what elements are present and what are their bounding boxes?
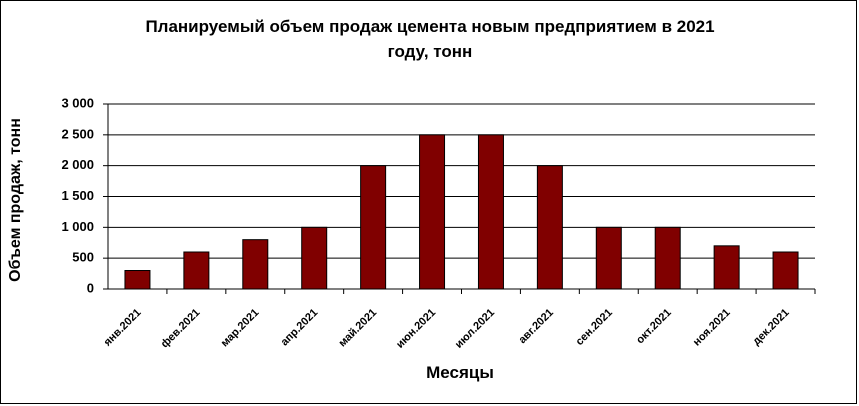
bar [419, 134, 446, 290]
y-tick-label: 3 000 [61, 95, 94, 110]
y-tick-label: 1 500 [61, 188, 94, 203]
y-tick-label: 1 000 [61, 219, 94, 234]
bar [713, 245, 740, 290]
chart-title: Планируемый объем продаж цемента новым п… [145, 17, 714, 61]
bar [301, 226, 328, 290]
bar [477, 134, 504, 290]
y-tick-label: 500 [72, 250, 94, 265]
y-tick-label: 0 [87, 280, 94, 295]
bar [242, 239, 269, 290]
bar [183, 251, 210, 290]
y-tick-label: 2 000 [61, 157, 94, 172]
bar [772, 251, 799, 290]
bar [595, 226, 622, 290]
bar [536, 165, 563, 290]
bar [124, 270, 151, 290]
bar [360, 165, 387, 290]
y-tick-label: 2 500 [61, 126, 94, 141]
y-axis-title: Объем продаж, тонн [7, 118, 24, 282]
x-axis-title: Месяцы [426, 363, 494, 382]
bar [654, 226, 681, 290]
